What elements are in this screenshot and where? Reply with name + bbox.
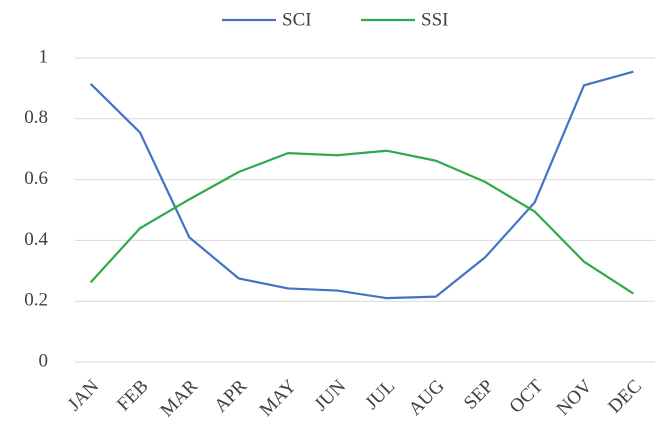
- x-tick-label: APR: [210, 376, 251, 417]
- y-tick-label: 0.2: [24, 290, 48, 311]
- x-tick-label: MAR: [156, 376, 202, 422]
- legend-label: SSI: [421, 9, 448, 30]
- x-tick-label: AUG: [405, 376, 449, 420]
- series-line: [89, 70, 634, 300]
- x-tick-label: JUL: [361, 376, 399, 414]
- x-tick-label: FEB: [113, 376, 152, 415]
- y-tick-label: 0.4: [24, 229, 48, 250]
- x-tick-label: OCT: [506, 375, 548, 417]
- legend-label: SCI: [282, 9, 312, 30]
- x-tick-label: MAY: [256, 376, 301, 421]
- x-tick-label: DEC: [604, 376, 646, 418]
- y-tick-label: 0.6: [24, 168, 48, 189]
- x-tick-label: NOV: [553, 376, 597, 420]
- x-tick-label: JUN: [310, 376, 350, 416]
- y-tick-label: 1: [39, 46, 49, 67]
- y-tick-label: 0.8: [24, 107, 48, 128]
- x-tick-label: SEP: [460, 376, 498, 414]
- series-line: [89, 149, 634, 295]
- x-tick-label: JAN: [64, 376, 104, 416]
- y-tick-label: 0: [39, 350, 49, 371]
